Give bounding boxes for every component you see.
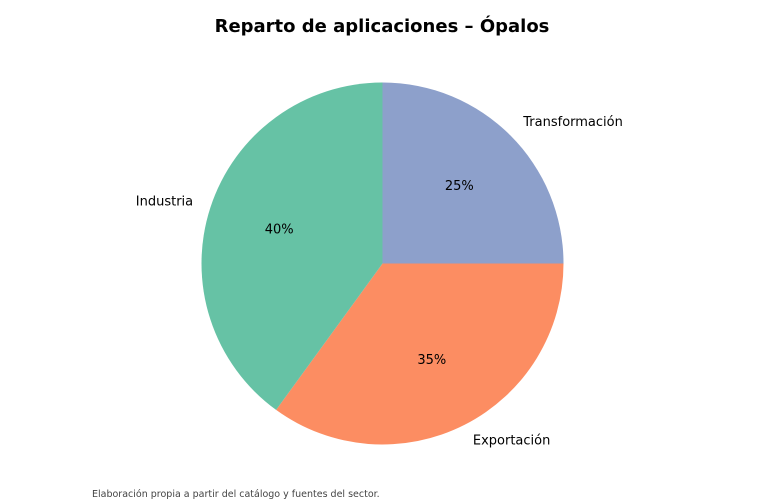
percent-label-2: 35%	[417, 353, 446, 368]
pie-slice-3	[201, 82, 383, 410]
pie-slice-1	[382, 82, 564, 264]
percent-label-3: 40%	[265, 222, 294, 237]
source-note: Elaboración propia a partir del catálogo…	[92, 489, 380, 500]
pie-labels: Transformación 25% Exportación 35% Industria…	[136, 115, 623, 448]
slice-label-2: Exportación	[473, 433, 550, 448]
slice-label-3: Industria	[136, 194, 193, 209]
chart-title: Reparto de aplicaciones – Ópalos	[215, 15, 550, 37]
slice-label-1: Transformación	[522, 115, 623, 130]
pie-slice-2	[276, 263, 564, 445]
percent-label-1: 25%	[445, 179, 474, 194]
pie-slices	[201, 82, 564, 445]
